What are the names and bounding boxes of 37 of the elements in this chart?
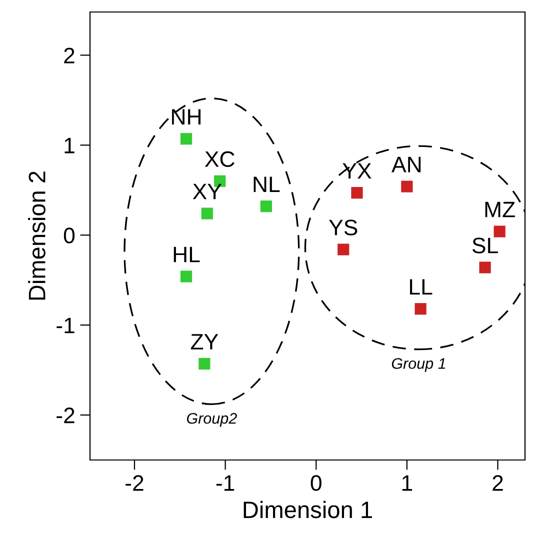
data-label: XC: [204, 151, 234, 168]
data-label: HL: [174, 246, 200, 262]
y-axis-title: Dimension 2: [28, 172, 46, 300]
point: [494, 226, 506, 238]
data-label: YS: [329, 220, 358, 236]
point: [180, 133, 192, 145]
y-tick-label: -2: [56, 408, 74, 424]
x-tick-label: 1: [402, 475, 412, 491]
x-tick-label: 2: [492, 475, 503, 491]
x-tick-label: -2: [126, 475, 144, 491]
y-tick-label: 2: [64, 48, 74, 64]
data-label: NH: [172, 109, 200, 125]
x-tick-label: 0: [310, 475, 322, 491]
y-tick-label: 0: [64, 228, 75, 244]
data-label: SL: [472, 238, 498, 254]
y-tick-label: 1: [64, 138, 74, 154]
data-label: YX: [342, 163, 372, 178]
annotation: Group2: [186, 412, 237, 427]
point: [198, 358, 210, 370]
data-label: NL: [254, 176, 280, 192]
point: [201, 208, 213, 220]
data-label: MZ: [485, 202, 515, 218]
point: [401, 180, 413, 192]
y-tick-label: -1: [56, 318, 74, 334]
point: [260, 200, 272, 212]
point: [479, 262, 491, 274]
point: [414, 303, 426, 315]
x-tick-label: -1: [216, 475, 234, 491]
data-label: AN: [392, 156, 421, 172]
point: [338, 244, 350, 256]
x-axis-title: Dimension 1: [244, 500, 372, 518]
annotation: Group 1: [392, 358, 446, 372]
data-label: XY: [192, 184, 222, 200]
point: [180, 270, 192, 282]
data-label: ZY: [190, 334, 218, 350]
point: [351, 187, 363, 199]
data-label: LL: [410, 279, 432, 295]
